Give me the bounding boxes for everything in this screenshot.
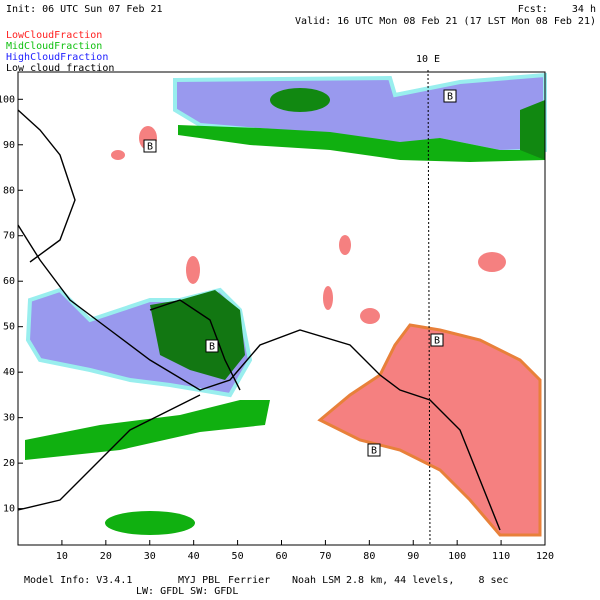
footer-pbl: MYJ PBL	[178, 575, 220, 586]
meridian-label: 10 E	[416, 54, 440, 65]
legend-entry: HighCloudFraction	[6, 52, 108, 63]
x-tick-label: 20	[100, 551, 112, 562]
footer-rad: LW: GFDL SW: GFDL	[136, 586, 238, 597]
low-cloud	[360, 308, 380, 324]
mid-cloud	[270, 88, 330, 112]
meridian	[427, 69, 431, 546]
y-tick-label: 60	[3, 276, 15, 287]
y-tick-label: 90	[3, 140, 15, 151]
x-tick-label: 50	[232, 551, 244, 562]
pressure-box	[443, 89, 457, 103]
y-tick-label: 50	[3, 322, 15, 333]
pressure-label: B	[209, 342, 215, 353]
x-tick-label: 90	[407, 551, 419, 562]
coastlines	[17, 109, 501, 531]
pressure-label: B	[371, 446, 377, 457]
x-tick-label: 120	[536, 551, 554, 562]
x-tick-label: 70	[319, 551, 331, 562]
low-cloud	[111, 150, 125, 160]
x-tick-label: 40	[188, 551, 200, 562]
x-tick-label: 80	[363, 551, 375, 562]
x-tick-label: 110	[492, 551, 510, 562]
x-tick-label: 10	[56, 551, 68, 562]
legend: LowCloudFractionMidCloudFractionHighClou…	[6, 30, 114, 74]
y-tick-label: 10	[3, 504, 15, 515]
mid-cloud	[25, 400, 270, 460]
pressure-label: B	[447, 92, 453, 103]
legend-entry: MidCloudFraction	[6, 41, 102, 52]
low-cloud	[323, 286, 333, 310]
x-tick-label: 60	[275, 551, 287, 562]
fcst-text: Fcst: 34 h	[518, 4, 596, 15]
y-tick-label: 70	[3, 231, 15, 242]
mid-cloud	[178, 125, 545, 162]
pressure-box	[143, 139, 157, 153]
pressure-labels: B B B B B	[143, 89, 457, 457]
y-tick-label: 30	[3, 413, 15, 424]
low-cloud	[186, 256, 200, 284]
mid-cloud	[150, 290, 245, 380]
footer-model: Model Info: V3.4.1	[24, 575, 132, 586]
pressure-box	[367, 443, 381, 457]
pressure-box	[430, 333, 444, 347]
low-cloud	[478, 252, 506, 272]
y-tick-label: 100	[0, 94, 15, 105]
legend-entry: LowCloudFraction	[6, 30, 102, 41]
pressure-box	[205, 339, 219, 353]
low-cloud	[339, 235, 351, 255]
init-text: Init: 06 UTC Sun 07 Feb 21	[6, 4, 163, 15]
legend-entry: Low cloud fraction	[6, 63, 114, 74]
x-tick-label: 30	[144, 551, 156, 562]
footer-grid: 2.8 km, 44 levels, 8 sec	[346, 575, 509, 586]
footer-lsm: Noah LSM	[292, 575, 340, 586]
y-tick-label: 80	[3, 185, 15, 196]
x-tick-label: 100	[448, 551, 466, 562]
axes: 10 20 30 40 50 60 70 80 90 100 110 120 10 20 30 40 50 60 7…	[0, 94, 554, 562]
footer-mp: Ferrier	[228, 575, 270, 586]
y-tick-label: 40	[3, 367, 15, 378]
mid-cloud	[520, 100, 545, 160]
cloud-fields	[25, 72, 547, 537]
mid-cloud	[105, 511, 195, 535]
pressure-label: B	[434, 336, 440, 347]
valid-text: Valid: 16 UTC Mon 08 Feb 21 (17 LST Mon …	[295, 16, 596, 27]
y-tick-label: 20	[3, 458, 15, 469]
pressure-label: B	[147, 142, 153, 153]
